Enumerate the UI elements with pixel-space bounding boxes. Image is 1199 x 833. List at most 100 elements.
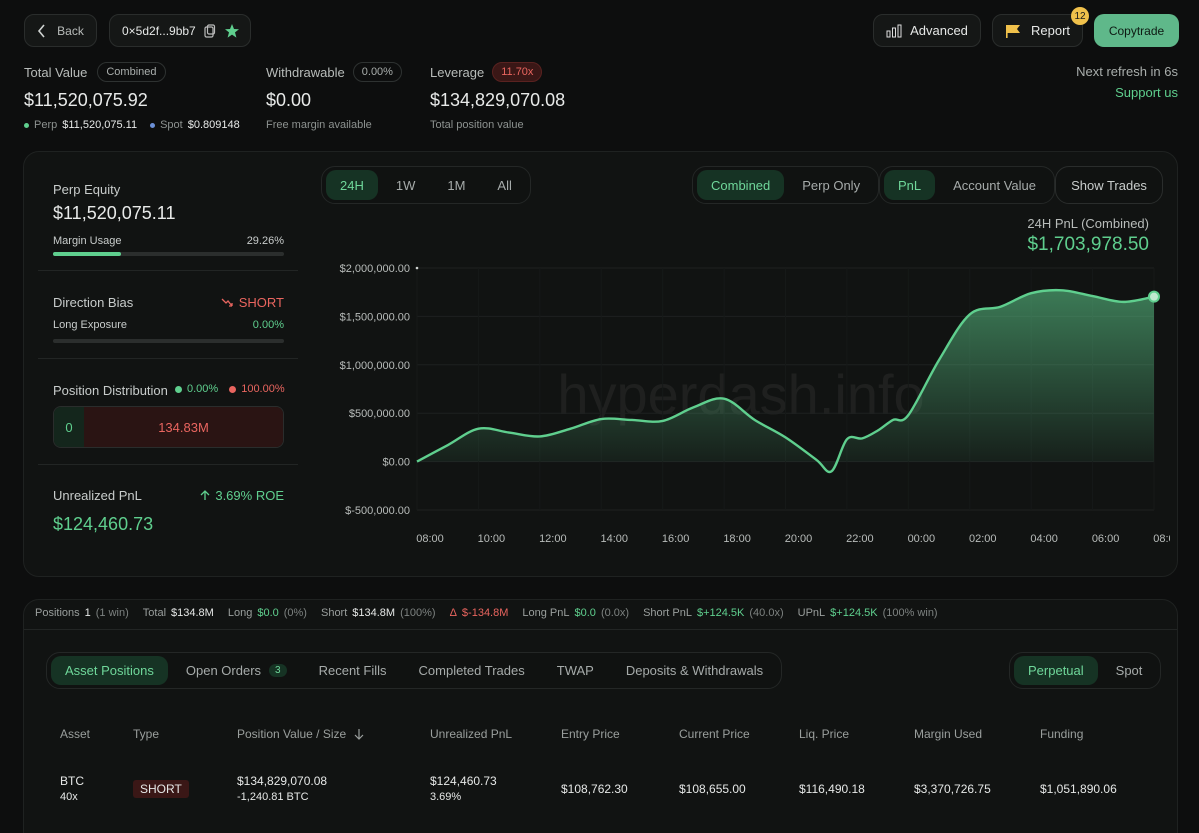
stat-extra: (0.0x) <box>600 607 630 619</box>
stat-extra: (1 win) <box>95 607 129 619</box>
x-tick-label: 02:00 <box>969 533 997 545</box>
divider <box>38 358 298 359</box>
stat-label: Δ <box>449 607 457 619</box>
position-distribution-label: Position Distribution <box>53 383 168 398</box>
unrealized-roe-wrap: 3.69% ROE <box>200 488 284 503</box>
copy-icon[interactable] <box>204 23 216 38</box>
market-selector: Perpetual Spot <box>1009 652 1162 689</box>
y-tick-label: $1,500,000.00 <box>340 311 410 323</box>
flag-icon <box>1005 24 1020 38</box>
advanced-label: Advanced <box>910 23 968 38</box>
x-tick-label: 14:00 <box>600 533 628 545</box>
row-entry-price: $108,762.30 <box>561 782 628 796</box>
direction-bias-label: Direction Bias <box>53 295 134 310</box>
distribution-legend: 0.00% 100.00% <box>175 383 285 395</box>
tab-open-orders[interactable]: Open Orders 3 <box>172 656 301 685</box>
copytrade-button[interactable]: Copytrade <box>1094 14 1179 47</box>
star-icon[interactable] <box>224 23 240 39</box>
stat-value: $134.8M <box>352 607 396 619</box>
stat-value: $+124.5K <box>830 607 878 619</box>
col-entry-price[interactable]: Entry Price <box>561 727 620 741</box>
tab-recent-fills[interactable]: Recent Fills <box>318 663 387 678</box>
dist-long-segment: 0 <box>54 407 84 447</box>
stat-value: $0.0 <box>574 607 596 619</box>
last-point-marker <box>1148 290 1160 303</box>
col-position-value-label: Position Value / Size <box>237 727 347 741</box>
x-tick-label: 18:00 <box>723 533 751 545</box>
market-spot[interactable]: Spot <box>1115 663 1143 678</box>
metric-account-value[interactable]: Account Value <box>953 177 1037 193</box>
range-1m[interactable]: 1M <box>447 177 466 193</box>
scope-perp-only[interactable]: Perp Only <box>802 177 861 193</box>
row-margin-used: $3,370,726.75 <box>914 782 991 796</box>
scope-combined[interactable]: Combined <box>697 170 785 200</box>
row-position-value: $134,829,070.08 <box>237 774 328 788</box>
perp-equity-value: $11,520,075.11 <box>53 203 176 223</box>
back-button[interactable]: Back <box>24 14 97 47</box>
stat-item: Positions 1 (1 win) <box>35 607 129 619</box>
y-tick-label: $500,000.00 <box>349 408 410 420</box>
tab-completed-trades[interactable]: Completed Trades <box>418 663 525 678</box>
row-leverage: 40x <box>60 791 78 803</box>
col-current-price[interactable]: Current Price <box>679 727 750 741</box>
stat-label: Positions <box>35 607 80 619</box>
spot-label: Spot <box>160 119 183 131</box>
withdrawable-tag: 0.00% <box>352 62 402 82</box>
support-link[interactable]: Support us <box>1115 85 1178 100</box>
stat-value: $134.8M <box>171 607 214 619</box>
arrow-up-icon <box>200 490 210 500</box>
tab-asset-positions[interactable]: Asset Positions <box>51 656 168 685</box>
axis-dot <box>415 266 419 270</box>
leverage-label: Leverage <box>430 64 485 80</box>
col-margin-used[interactable]: Margin Used <box>914 727 983 741</box>
show-trades-button[interactable]: Show Trades <box>1055 166 1163 204</box>
range-all[interactable]: All <box>497 177 512 193</box>
unrealized-pnl-label: Unrealized PnL <box>53 488 142 503</box>
metric-pnl[interactable]: PnL <box>884 170 936 200</box>
refresh-text: Next refresh in 6s <box>1076 64 1178 79</box>
y-tick-label: $0.00 <box>382 457 410 469</box>
advanced-button[interactable]: Advanced <box>873 14 981 47</box>
direction-bias-value: SHORT <box>238 295 284 310</box>
col-position-value[interactable]: Position Value / Size <box>237 727 364 741</box>
x-tick-label: 20:00 <box>785 533 813 545</box>
col-liq-price[interactable]: Liq. Price <box>799 727 850 741</box>
report-label: Report <box>1030 23 1071 38</box>
short-dot-icon <box>229 385 237 393</box>
col-funding[interactable]: Funding <box>1040 727 1084 741</box>
total-value-block: Total Value Combined $11,520,075.92 Perp… <box>24 62 254 131</box>
dist-long-value: 0 <box>65 419 73 435</box>
perp-equity-label: Perp Equity <box>53 182 121 197</box>
report-button[interactable]: Report <box>992 14 1083 47</box>
tab-twap[interactable]: TWAP <box>556 663 594 678</box>
stat-label: Long PnL <box>522 607 570 619</box>
col-asset[interactable]: Asset <box>60 727 91 741</box>
stats-bar: Positions 1 (1 win) Total $134.8M Long $0.0 (0%… <box>35 607 938 619</box>
y-tick-label: $1,000,000.00 <box>340 360 410 372</box>
tab-deposits-withdrawals[interactable]: Deposits & Withdrawals <box>625 663 764 678</box>
positions-card <box>23 599 1178 833</box>
stat-item: Δ $-134.8M <box>450 607 509 619</box>
market-perpetual[interactable]: Perpetual <box>1014 656 1098 685</box>
stat-item: Short $134.8M (100%) <box>321 607 436 619</box>
x-tick-label: 10:00 <box>478 533 506 545</box>
unrealized-roe: 3.69% ROE <box>215 488 284 503</box>
margin-usage-label: Margin Usage <box>53 235 122 247</box>
withdrawable-block: Withdrawable 0.00% $0.00 Free margin ava… <box>266 62 416 131</box>
range-24h[interactable]: 24H <box>326 170 378 200</box>
open-orders-count-badge: 3 <box>269 664 287 677</box>
perp-label: Perp <box>34 119 58 131</box>
divider <box>38 270 298 271</box>
range-1w[interactable]: 1W <box>395 177 416 193</box>
long-exposure-bar <box>53 339 284 343</box>
distribution-bar: 0 134.83M <box>53 406 284 448</box>
address-chip[interactable]: 0×5d2f...9bb7 <box>109 14 251 47</box>
pnl-chart[interactable]: hyperdash.info $2,000,000.00$1,500,000.0… <box>320 250 1170 560</box>
stat-label: UPnL <box>797 607 826 619</box>
stat-label: Short PnL <box>643 607 692 619</box>
col-type[interactable]: Type <box>133 727 160 741</box>
col-unrealized-pnl[interactable]: Unrealized PnL <box>430 727 513 741</box>
direction-bias-value-wrap: SHORT <box>221 295 284 310</box>
table-row[interactable]: BTC 40x SHORT $134,829,070.08 -1,240.81 … <box>24 760 1177 820</box>
stat-extra: (100% win) <box>882 607 938 619</box>
